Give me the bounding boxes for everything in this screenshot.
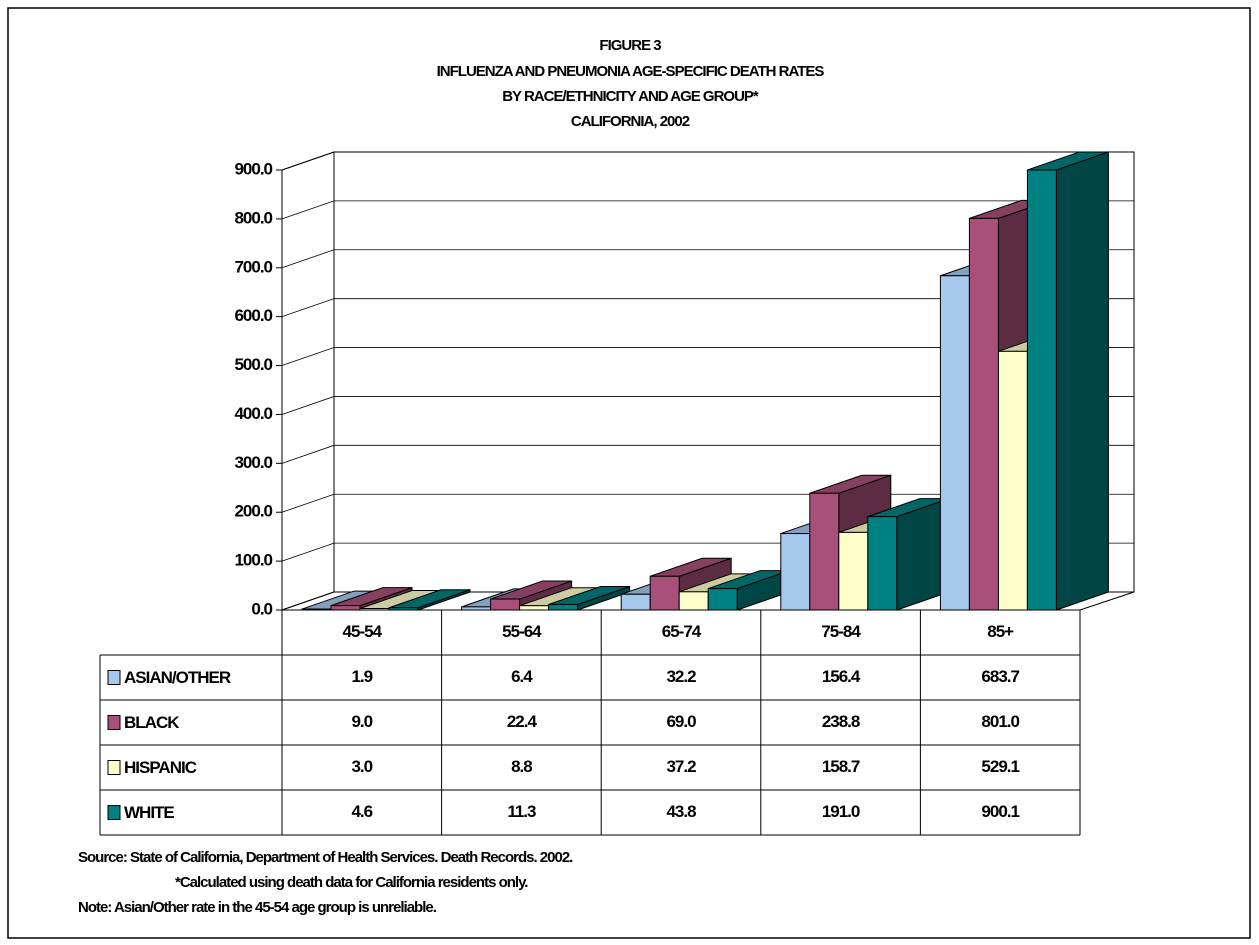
bar-front [968, 217, 999, 611]
bar-side [1055, 151, 1109, 611]
x-tick-label: 55-64 [502, 622, 542, 641]
data-label: 37.2 [666, 757, 696, 776]
data-label: 158.7 [822, 757, 860, 776]
bar-front [997, 350, 1028, 611]
bar-front [330, 605, 361, 611]
data-label: 6.4 [511, 667, 533, 686]
legend-key [107, 805, 121, 820]
data-label: 3.0 [351, 757, 372, 776]
y-tick-label: 0.0 [251, 599, 272, 618]
data-label: 900.1 [981, 802, 1019, 821]
data-label: 1.9 [351, 667, 372, 686]
grid-line [281, 298, 1134, 318]
y-tick-label: 800.0 [234, 208, 272, 227]
bar-front [780, 533, 811, 611]
bar-front [649, 575, 680, 611]
y-tick-label: 500.0 [234, 355, 272, 374]
data-label: 529.1 [981, 757, 1019, 776]
note: *Calculated using death data for Califor… [175, 874, 528, 891]
bar-front [620, 593, 651, 611]
y-tick-label: 300.0 [234, 453, 272, 472]
chart-title: INFLUENZA AND PNEUMONIA AGE-SPECIFIC DEA… [437, 63, 825, 80]
data-label: 191.0 [822, 802, 860, 821]
bar-front [707, 588, 738, 611]
grid-line [281, 151, 1134, 171]
bar-front [1026, 169, 1057, 611]
y-tick-label: 900.0 [234, 159, 272, 178]
note: Source: State of California, Department … [78, 849, 573, 866]
bar-front [301, 608, 332, 611]
bar-front [388, 607, 419, 611]
y-tick-label: 100.0 [234, 551, 272, 570]
legend-label: ASIAN/OTHER [124, 668, 231, 687]
bar-front [678, 591, 709, 611]
x-tick-label: 45-54 [343, 622, 383, 641]
x-tick-label: 75-84 [821, 622, 861, 641]
legend-key [107, 760, 121, 775]
bar-front [939, 275, 970, 611]
x-tick-label: 65-74 [662, 622, 702, 641]
frame [7, 7, 1251, 939]
bar [1026, 151, 1109, 611]
bar-front [548, 603, 579, 611]
data-label: 11.3 [507, 802, 536, 821]
data-label: 801.0 [981, 712, 1019, 731]
data-label: 43.8 [666, 802, 696, 821]
legend-label: BLACK [124, 713, 180, 732]
data-label: 4.6 [351, 802, 372, 821]
bar [867, 497, 950, 611]
data-label: 32.2 [666, 667, 696, 686]
bar-front [461, 606, 492, 611]
data-label: 8.8 [511, 757, 532, 776]
data-label: 238.8 [822, 712, 860, 731]
data-label: 22.4 [507, 712, 538, 731]
data-label: 9.0 [351, 712, 372, 731]
legend-key [107, 670, 121, 685]
bar-front [519, 605, 550, 611]
y-tick-label: 200.0 [234, 502, 272, 521]
legend-key [107, 715, 121, 730]
data-label: 156.4 [822, 667, 861, 686]
legend-label: HISPANIC [124, 758, 197, 777]
chart-title: FIGURE 3 [599, 37, 661, 54]
bar [330, 586, 413, 611]
y-tick-label: 400.0 [234, 404, 272, 423]
bar-front [809, 492, 840, 611]
bar-front [359, 608, 390, 611]
grid-line [281, 200, 1134, 220]
legend-label: WHITE [124, 803, 174, 822]
data-label: 683.7 [981, 667, 1019, 686]
x-tick-label: 85+ [987, 622, 1014, 641]
bar-front [838, 531, 869, 611]
chart-title: CALIFORNIA, 2002 [571, 113, 690, 130]
y-tick-label: 600.0 [234, 306, 272, 325]
data-label: 69.0 [666, 712, 696, 731]
grid-line [281, 249, 1134, 269]
chart-title: BY RACE/ETHNICITY AND AGE GROUP* [502, 88, 759, 105]
grid-line [281, 444, 1134, 464]
side-wall [281, 151, 335, 611]
bar [707, 569, 790, 611]
y-tick-label: 700.0 [234, 257, 272, 276]
bar [388, 589, 471, 611]
bar-front [867, 516, 898, 611]
grid-line [281, 396, 1134, 415]
grid-line [281, 347, 1134, 366]
note: Note: Asian/Other rate in the 45-54 age … [78, 899, 437, 916]
bar-front [490, 598, 521, 611]
